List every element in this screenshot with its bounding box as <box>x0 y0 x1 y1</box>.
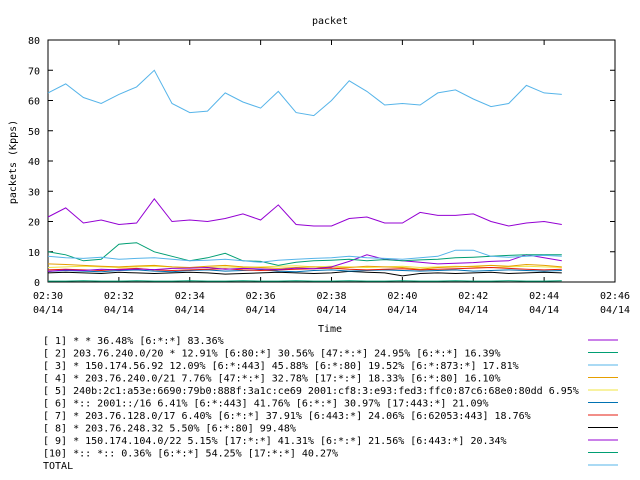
x-tick-label-date: 04/14 <box>246 305 276 316</box>
x-tick-label-date: 04/14 <box>458 305 488 316</box>
series-line-2 <box>47 242 562 266</box>
x-axis-ticks: 02:30 04/14 02:32 04/14 02:34 04/14 02:36 04/14… <box>33 40 630 316</box>
x-axis-label: Time <box>318 324 342 335</box>
y-axis-ticks: 0 10 20 30 40 50 60 70 80 <box>28 36 615 289</box>
y-tick-label: 10 <box>28 248 40 259</box>
y-tick-label: 70 <box>28 66 40 77</box>
series-line-7 <box>47 266 562 272</box>
x-tick-label-time: 02:36 <box>246 291 276 302</box>
legend-label: [ 2] 203.76.240.0/20 * 12.91% [6:80:*] 3… <box>43 349 501 360</box>
legend-label: [ 8] * 203.76.248.32 5.50% [6:*:80] 99.4… <box>43 424 296 435</box>
x-tick-label-date: 04/14 <box>175 305 205 316</box>
series-line-9 <box>47 197 562 227</box>
x-tick-label-date: 04/14 <box>104 305 134 316</box>
legend-label: TOTAL <box>43 461 73 472</box>
y-tick-label: 30 <box>28 187 40 198</box>
x-tick-label-time: 02:40 <box>387 291 417 302</box>
x-tick-label-time: 02:30 <box>33 291 63 302</box>
legend-label: [10] *:: *:: 0.36% [6:*:*] 54.25% [17:*:… <box>43 449 338 460</box>
y-tick-label: 60 <box>28 97 40 108</box>
series-line-1 <box>47 254 562 272</box>
series-line-4 <box>47 263 562 270</box>
legend-label: [ 6] *:: 2001::/16 6.41% [6:*:443] 41.76… <box>43 399 489 410</box>
chart-title: packet <box>312 16 348 27</box>
x-tick-label-date: 04/14 <box>316 305 346 316</box>
x-tick-label-time: 02:32 <box>104 291 134 302</box>
legend-label: [ 9] * 150.174.104.0/22 5.15% [17:*:*] 4… <box>43 436 507 447</box>
series-line-3 <box>47 69 562 117</box>
legend-label: [ 3] * 150.174.56.92 12.09% [6:*:443] 45… <box>43 361 519 372</box>
x-tick-label-date: 04/14 <box>33 305 63 316</box>
series-line-8 <box>47 270 562 277</box>
x-tick-label-date: 04/14 <box>600 305 630 316</box>
x-tick-label-time: 02:42 <box>458 291 488 302</box>
legend-label: [ 7] * 203.76.128.0/17 6.40% [6:*:*] 37.… <box>43 411 531 422</box>
series-line-11 <box>47 249 562 263</box>
x-tick-label-date: 04/14 <box>387 305 417 316</box>
y-tick-label: 40 <box>28 157 40 168</box>
x-tick-label-time: 02:46 <box>600 291 630 302</box>
series-line-5 <box>47 265 562 269</box>
x-tick-label-time: 02:38 <box>316 291 346 302</box>
plot-frame <box>47 39 616 283</box>
y-axis-label: packets (Kpps) <box>8 120 19 204</box>
x-tick-label-date: 04/14 <box>529 305 559 316</box>
legend-label: [ 5] 240b:2c1:a53e:6690:79b0:888f:3a1c:c… <box>43 386 579 397</box>
legend-label: [ 4] * 203.76.240.0/21 7.76% [47:*:*] 32… <box>43 374 501 385</box>
y-tick-label: 0 <box>34 278 40 289</box>
legend-label: [ 1] * * 36.48% [6:*:*] 83.36% <box>43 336 224 347</box>
legend: [ 1] * * 36.48% [6:*:*] 83.36% [ 2] 203.7… <box>43 336 618 472</box>
y-tick-label: 80 <box>28 36 40 47</box>
series-lines <box>47 69 562 282</box>
y-tick-label: 20 <box>28 218 40 229</box>
y-tick-label: 50 <box>28 127 40 138</box>
x-tick-label-time: 02:44 <box>529 291 559 302</box>
x-tick-label-time: 02:34 <box>175 291 205 302</box>
series-line-6 <box>47 269 562 273</box>
